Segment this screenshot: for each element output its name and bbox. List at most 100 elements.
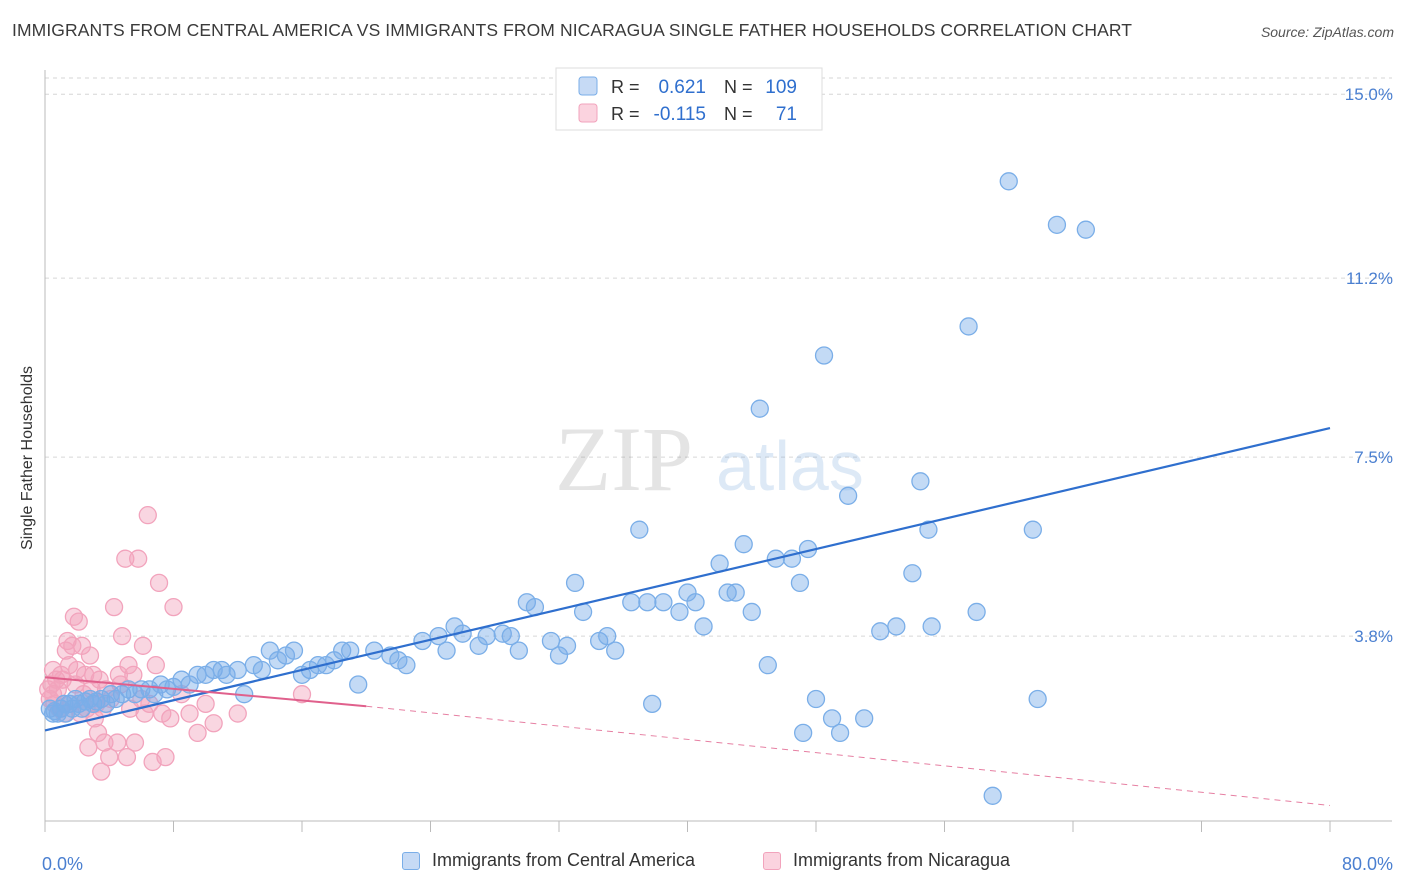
point-nicaragua (146, 656, 165, 675)
point-central-america (758, 656, 777, 675)
point-central-america (630, 520, 649, 539)
point-nicaragua (180, 704, 199, 723)
point-nicaragua (79, 738, 98, 757)
point-nicaragua (196, 694, 215, 714)
point-nicaragua (135, 704, 154, 723)
legend-n-label: N = (724, 77, 753, 97)
point-nicaragua (204, 714, 223, 733)
point-nicaragua (95, 733, 114, 752)
y-tick-label: 3.8% (1354, 627, 1393, 646)
point-nicaragua (149, 573, 169, 593)
point-central-america (1023, 520, 1042, 539)
point-central-america (983, 786, 1002, 805)
point-central-america (284, 641, 304, 660)
point-central-america (790, 573, 810, 593)
point-nicaragua (133, 636, 153, 655)
point-central-america (911, 472, 930, 491)
gridlines (45, 77, 1392, 637)
trend-line-central-america (44, 426, 1331, 732)
legend-item-nicaragua: Immigrants from Nicaragua (763, 850, 1010, 871)
point-central-america (999, 172, 1018, 191)
point-central-america (397, 656, 416, 675)
point-central-america (967, 602, 986, 622)
point-central-america (734, 535, 753, 554)
point-central-america (887, 617, 906, 636)
point-central-america (855, 709, 874, 728)
legend-swatch-pink (763, 851, 781, 870)
point-nicaragua (63, 636, 82, 655)
legend-swatch (578, 103, 598, 123)
point-central-america (557, 636, 577, 655)
point-nicaragua (292, 685, 312, 704)
y-tick-label: 7.5% (1354, 448, 1393, 467)
point-nicaragua (100, 747, 119, 767)
point-central-america (750, 399, 769, 418)
point-central-america (501, 626, 520, 646)
point-central-america (794, 723, 813, 743)
point-nicaragua (69, 612, 88, 631)
point-nicaragua (138, 506, 157, 525)
point-central-america (686, 593, 705, 612)
trend-lines (44, 426, 1331, 806)
point-central-america (919, 520, 938, 539)
legend-item-central-america: Immigrants from Central America (402, 850, 695, 871)
point-central-america (922, 617, 941, 636)
point-nicaragua (117, 747, 137, 767)
point-nicaragua (161, 709, 180, 728)
point-nicaragua (90, 670, 109, 689)
point-central-america (96, 694, 116, 714)
point-nicaragua (156, 747, 175, 767)
watermark: ZIP atlas (555, 408, 864, 510)
legend-r-value: 0.621 (658, 77, 706, 98)
point-central-america (509, 641, 528, 660)
point-central-america (871, 622, 890, 641)
legend-r-label: R = (611, 104, 640, 124)
point-central-america (638, 593, 657, 612)
point-nicaragua (104, 597, 124, 617)
point-central-america (838, 486, 858, 505)
watermark-zip: ZIP (555, 408, 693, 510)
point-central-america (726, 583, 745, 602)
point-central-america (670, 602, 689, 622)
source-credit: Source: ZipAtlas.com (1260, 24, 1394, 40)
watermark-atlas: atlas (716, 427, 864, 505)
point-central-america (742, 602, 761, 622)
point-central-america (694, 617, 713, 636)
legend-label-central-america: Immigrants from Central America (432, 850, 696, 870)
point-nicaragua (116, 549, 135, 568)
trend-line-nicaragua-extension (366, 705, 1331, 806)
point-central-america (1028, 689, 1047, 709)
legend-swatch (578, 76, 598, 96)
legend-label-nicaragua: Immigrants from Nicaragua (793, 850, 1011, 870)
point-nicaragua (92, 762, 111, 781)
point-nicaragua (129, 549, 148, 568)
point-nicaragua (164, 597, 183, 617)
legend-r-label: R = (611, 77, 640, 97)
point-nicaragua (188, 723, 207, 743)
point-central-america (477, 626, 496, 646)
point-central-america (654, 593, 673, 612)
point-central-america (806, 689, 826, 709)
trend-line-nicaragua (44, 676, 367, 708)
point-central-america (622, 593, 641, 612)
point-nicaragua (112, 626, 132, 646)
point-central-america (606, 641, 625, 660)
point-central-america (217, 665, 236, 684)
point-central-america (1047, 215, 1067, 234)
point-central-america (822, 709, 842, 728)
point-nicaragua (119, 656, 138, 675)
y-tick-label: 11.2% (1346, 269, 1393, 288)
series-central-america-points (40, 172, 1095, 805)
legend-frame (555, 67, 823, 131)
legend-box: R = 0.621 N = 109 R = -0.115 N = 71 (555, 67, 823, 131)
point-central-america (830, 723, 850, 743)
point-central-america (814, 346, 834, 365)
y-tick-label: 15.0% (1345, 85, 1393, 104)
legend-r-value: -0.115 (654, 104, 706, 125)
point-nicaragua (125, 733, 145, 752)
point-nicaragua (88, 723, 108, 743)
x-tick-label: 0.0% (42, 854, 83, 874)
point-central-america (598, 626, 617, 646)
point-central-america (252, 660, 271, 680)
